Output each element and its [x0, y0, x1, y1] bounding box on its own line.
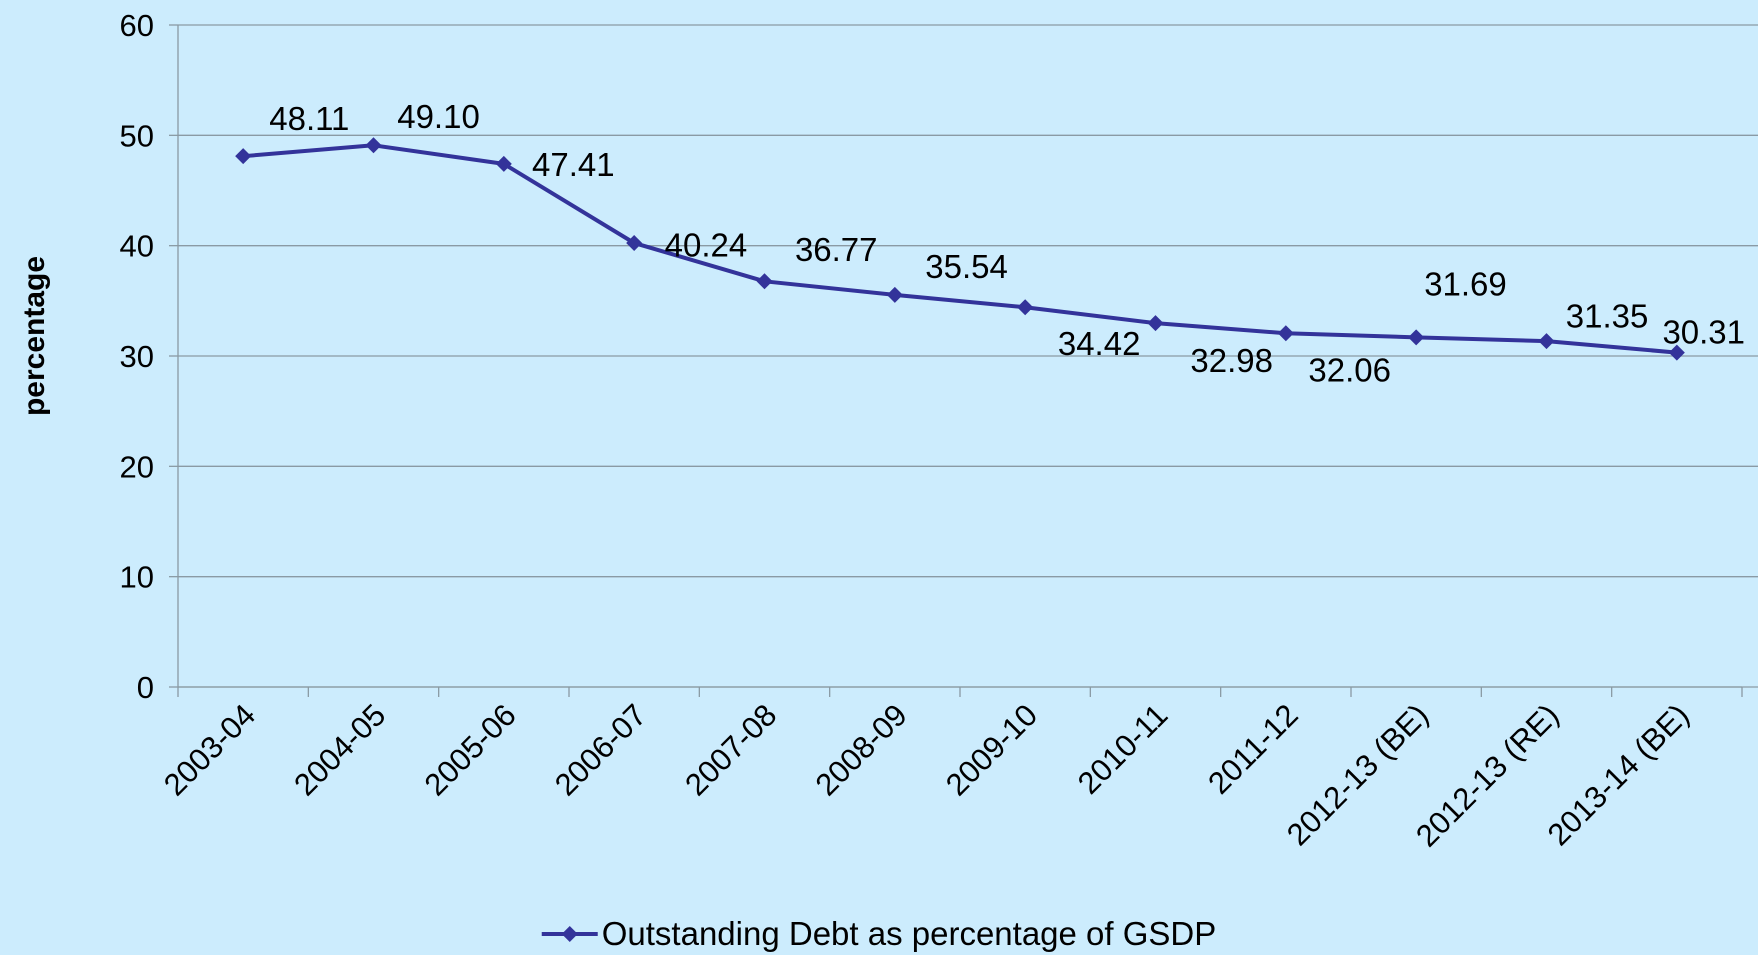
data-label: 34.42 — [1058, 325, 1141, 362]
data-label: 35.54 — [925, 248, 1008, 285]
data-label: 30.31 — [1662, 313, 1745, 350]
data-label: 49.10 — [397, 98, 480, 135]
data-label: 40.24 — [665, 226, 748, 263]
data-label: 47.41 — [532, 146, 615, 183]
legend-marker — [561, 926, 578, 942]
y-axis-title: percentage — [18, 256, 51, 416]
legend-label: Outstanding Debt as percentage of GSDP — [602, 915, 1217, 952]
marker — [886, 286, 903, 303]
series-line — [242, 143, 1678, 355]
marker — [756, 273, 773, 290]
data-label: 48.11 — [269, 100, 349, 137]
data-label: 31.35 — [1566, 297, 1649, 334]
y-tick-label: 50 — [120, 118, 154, 153]
marker — [1668, 344, 1685, 361]
data-label: 36.77 — [795, 231, 878, 268]
marker — [626, 235, 643, 252]
data-label: 32.98 — [1190, 342, 1273, 379]
marker — [1538, 333, 1555, 350]
marker — [235, 148, 252, 165]
y-tick-label: 20 — [120, 449, 154, 484]
data-label: 32.06 — [1308, 351, 1391, 388]
y-tick-label: 40 — [120, 229, 154, 264]
marker — [1277, 325, 1294, 342]
marker — [1017, 299, 1034, 316]
y-tick-label: 60 — [120, 8, 154, 43]
data-label: 31.69 — [1424, 266, 1507, 303]
marker — [1147, 315, 1164, 332]
y-tick-label: 30 — [120, 339, 154, 374]
marker — [365, 137, 382, 154]
y-tick-label: 0 — [137, 670, 154, 705]
marker — [1408, 329, 1425, 346]
y-tick-label: 10 — [120, 560, 154, 595]
legend: Outstanding Debt as percentage of GSDP — [541, 915, 1217, 952]
marker — [495, 155, 512, 172]
